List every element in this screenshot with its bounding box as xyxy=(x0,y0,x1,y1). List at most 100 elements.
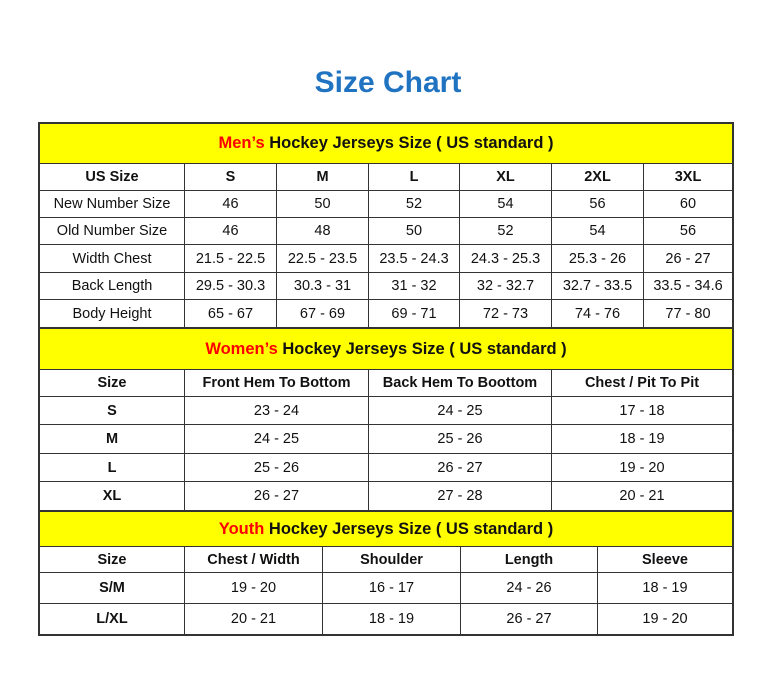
page-title: Size Chart xyxy=(314,66,462,99)
column-header: S xyxy=(184,163,277,191)
table-row: S 23 - 24 24 - 25 17 - 18 xyxy=(39,396,733,425)
table-cell: 21.5 - 22.5 xyxy=(184,244,277,273)
table-cell: 54 xyxy=(551,217,644,245)
youth-banner-row: Youth Hockey Jerseys Size ( US standard … xyxy=(39,511,733,547)
section-highlight: Youth xyxy=(218,519,265,538)
column-header: M xyxy=(276,163,369,191)
section-highlight: Women’s xyxy=(205,339,278,358)
column-header: Length xyxy=(460,546,598,573)
table-cell: 20 - 21 xyxy=(551,481,733,511)
table-cell: 25 - 26 xyxy=(184,453,369,482)
column-header: US Size xyxy=(39,163,185,191)
table-cell: 72 - 73 xyxy=(459,299,552,328)
table-cell: 67 - 69 xyxy=(276,299,369,328)
table-cell: 18 - 19 xyxy=(597,572,733,604)
size-chart: Men’s Hockey Jerseys Size ( US standard … xyxy=(38,122,734,636)
column-header: Chest / Width xyxy=(184,546,323,573)
column-header: 2XL xyxy=(551,163,644,191)
row-label: Old Number Size xyxy=(39,217,185,245)
column-header: Size xyxy=(39,546,185,573)
row-label: L xyxy=(39,453,185,482)
row-label: XL xyxy=(39,481,185,511)
table-cell: 24 - 25 xyxy=(184,424,369,454)
table-cell: 23 - 24 xyxy=(184,396,369,425)
table-cell: 19 - 20 xyxy=(184,572,323,604)
table-cell: 69 - 71 xyxy=(368,299,460,328)
table-cell: 56 xyxy=(643,217,733,245)
men-size-table: Men’s Hockey Jerseys Size ( US standard … xyxy=(39,123,733,328)
table-cell: 56 xyxy=(551,190,644,218)
table-row: XL 26 - 27 27 - 28 20 - 21 xyxy=(39,481,733,511)
table-cell: 18 - 19 xyxy=(551,424,733,454)
table-cell: 52 xyxy=(459,217,552,245)
women-banner-row: Women’s Hockey Jerseys Size ( US standar… xyxy=(39,328,733,370)
table-cell: 25.3 - 26 xyxy=(551,244,644,273)
table-cell: 32 - 32.7 xyxy=(459,272,552,300)
table-cell: 65 - 67 xyxy=(184,299,277,328)
row-label: Back Length xyxy=(39,272,185,300)
table-row: L 25 - 26 26 - 27 19 - 20 xyxy=(39,453,733,482)
row-label: Width Chest xyxy=(39,244,185,273)
table-cell: 16 - 17 xyxy=(322,572,461,604)
table-cell: 77 - 80 xyxy=(643,299,733,328)
row-label: S/M xyxy=(39,572,185,604)
column-header: Front Hem To Bottom xyxy=(184,369,369,397)
section-title-text: Hockey Jerseys Size ( US standard ) xyxy=(264,134,554,152)
table-cell: 19 - 20 xyxy=(551,453,733,482)
column-header: 3XL xyxy=(643,163,733,191)
table-cell: 19 - 20 xyxy=(597,603,733,635)
table-row: S/M 19 - 20 16 - 17 24 - 26 18 - 19 xyxy=(39,572,733,604)
table-cell: 29.5 - 30.3 xyxy=(184,272,277,300)
row-label: New Number Size xyxy=(39,190,185,218)
men-banner-row: Men’s Hockey Jerseys Size ( US standard … xyxy=(39,123,733,164)
youth-size-table: Youth Hockey Jerseys Size ( US standard … xyxy=(39,511,733,635)
youth-section-title: Youth Hockey Jerseys Size ( US standard … xyxy=(39,511,733,547)
table-cell: 50 xyxy=(368,217,460,245)
table-cell: 17 - 18 xyxy=(551,396,733,425)
column-header: XL xyxy=(459,163,552,191)
header-row: Size Front Hem To Bottom Back Hem To Boott… xyxy=(39,369,733,397)
table-cell: 26 - 27 xyxy=(184,481,369,511)
table-cell: 31 - 32 xyxy=(368,272,460,300)
row-label: L/XL xyxy=(39,603,185,635)
table-row: L/XL 20 - 21 18 - 19 26 - 27 19 - 20 xyxy=(39,603,733,635)
table-cell: 26 - 27 xyxy=(368,453,552,482)
table-cell: 46 xyxy=(184,217,277,245)
column-header: Back Hem To Boottom xyxy=(368,369,552,397)
table-cell: 60 xyxy=(643,190,733,218)
table-row: M 24 - 25 25 - 26 18 - 19 xyxy=(39,424,733,454)
table-cell: 22.5 - 23.5 xyxy=(276,244,369,273)
table-cell: 23.5 - 24.3 xyxy=(368,244,460,273)
table-row: Body Height 65 - 67 67 - 69 69 - 71 72 - 73 7… xyxy=(39,299,733,328)
table-cell: 18 - 19 xyxy=(322,603,461,635)
column-header: Shoulder xyxy=(322,546,461,573)
table-cell: 54 xyxy=(459,190,552,218)
header-row: US Size S M L XL 2XL 3XL xyxy=(39,163,733,191)
table-cell: 25 - 26 xyxy=(368,424,552,454)
column-header: Sleeve xyxy=(597,546,733,573)
table-cell: 24.3 - 25.3 xyxy=(459,244,552,273)
table-cell: 74 - 76 xyxy=(551,299,644,328)
table-cell: 33.5 - 34.6 xyxy=(643,272,733,300)
table-row: Width Chest 21.5 - 22.5 22.5 - 23.5 23.5 - … xyxy=(39,244,733,273)
row-label: Body Height xyxy=(39,299,185,328)
column-header: Chest / Pit To Pit xyxy=(551,369,733,397)
table-cell: 20 - 21 xyxy=(184,603,323,635)
women-size-table: Women’s Hockey Jerseys Size ( US standar… xyxy=(39,328,733,511)
table-cell: 24 - 26 xyxy=(460,572,598,604)
section-highlight: Men’s xyxy=(218,134,265,152)
table-cell: 26 - 27 xyxy=(460,603,598,635)
section-title-text: Hockey Jerseys Size ( US standard ) xyxy=(277,339,567,358)
header-row: Size Chest / Width Shoulder Length Sleeve xyxy=(39,546,733,573)
table-cell: 50 xyxy=(276,190,369,218)
column-header: L xyxy=(368,163,460,191)
table-row: Old Number Size 46 48 50 52 54 56 xyxy=(39,217,733,245)
table-row: Back Length 29.5 - 30.3 30.3 - 31 31 - 32 32… xyxy=(39,272,733,300)
women-section-title: Women’s Hockey Jerseys Size ( US standar… xyxy=(39,328,733,370)
section-title-text: Hockey Jerseys Size ( US standard ) xyxy=(264,519,554,538)
column-header: Size xyxy=(39,369,185,397)
table-cell: 46 xyxy=(184,190,277,218)
table-cell: 30.3 - 31 xyxy=(276,272,369,300)
table-cell: 24 - 25 xyxy=(368,396,552,425)
table-row: New Number Size 46 50 52 54 56 60 xyxy=(39,190,733,218)
